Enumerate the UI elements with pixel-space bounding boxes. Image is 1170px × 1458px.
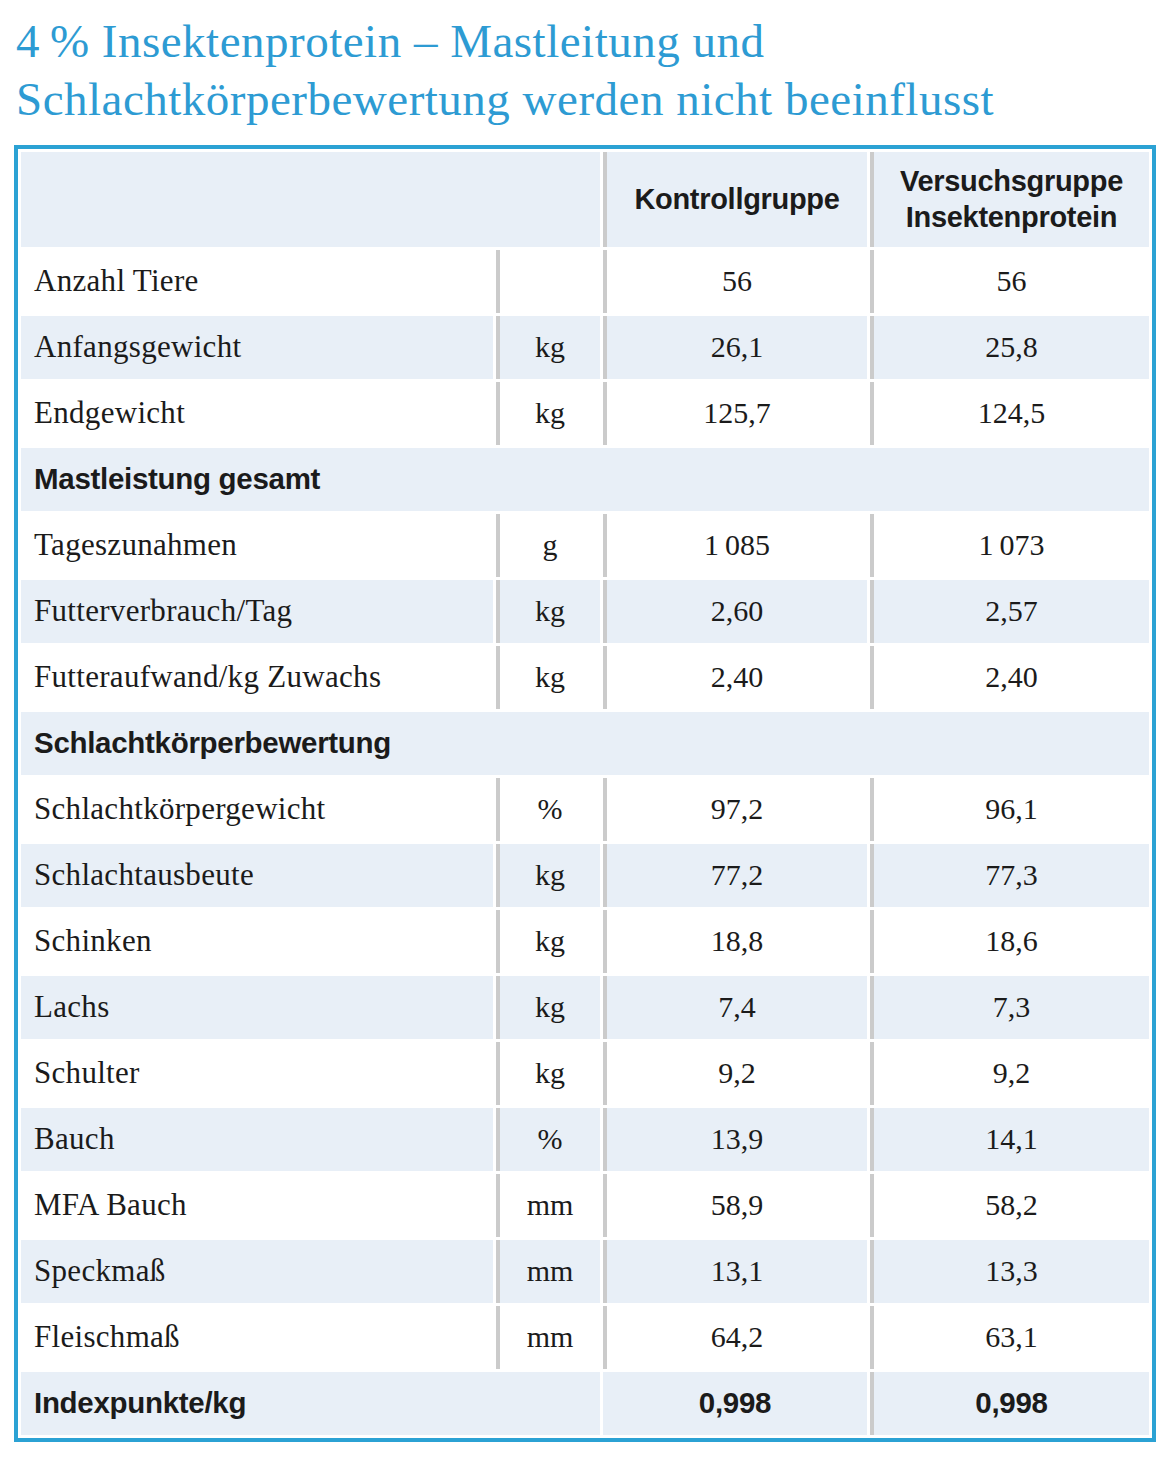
control-value-cell: 9,2 [603, 1042, 867, 1105]
test-value-cell: 7,3 [870, 976, 1149, 1039]
control-value-cell: 0,998 [603, 1372, 867, 1435]
total-row: Indexpunkte/kg0,9980,998 [21, 1372, 1149, 1435]
table-row: Schulterkg9,29,2 [21, 1042, 1149, 1105]
table-row: Schlachtausbeutekg77,277,3 [21, 844, 1149, 907]
test-value-cell: 56 [870, 250, 1149, 313]
test-value-cell: 77,3 [870, 844, 1149, 907]
test-value-cell: 124,5 [870, 382, 1149, 445]
control-value-cell: 2,60 [603, 580, 867, 643]
row-label: Anzahl Tiere [21, 250, 493, 313]
unit-cell: kg [496, 580, 600, 643]
unit-cell: kg [496, 976, 600, 1039]
control-value-cell: 2,40 [603, 646, 867, 709]
control-value-cell: 18,8 [603, 910, 867, 973]
header-empty-cell [21, 152, 600, 247]
table-row: Schlachtkörpergewicht%97,296,1 [21, 778, 1149, 841]
row-label: Lachs [21, 976, 493, 1039]
test-value-cell: 25,8 [870, 316, 1149, 379]
control-value-cell: 125,7 [603, 382, 867, 445]
control-value-cell: 7,4 [603, 976, 867, 1039]
control-value-cell: 26,1 [603, 316, 867, 379]
row-label: Indexpunkte/kg [21, 1372, 600, 1435]
row-label: Futteraufwand/kg Zuwachs [21, 646, 493, 709]
table-row: MFA Bauchmm58,958,2 [21, 1174, 1149, 1237]
control-value-cell: 77,2 [603, 844, 867, 907]
control-value-cell: 64,2 [603, 1306, 867, 1369]
control-value-cell: 97,2 [603, 778, 867, 841]
test-value-cell: 18,6 [870, 910, 1149, 973]
row-label: Tageszunahmen [21, 514, 493, 577]
unit-cell: kg [496, 1042, 600, 1105]
unit-cell: g [496, 514, 600, 577]
table-row: Fleischmaßmm64,263,1 [21, 1306, 1149, 1369]
test-value-cell: 58,2 [870, 1174, 1149, 1237]
row-label: Fleischmaß [21, 1306, 493, 1369]
control-value-cell: 56 [603, 250, 867, 313]
row-label: Schlachtkörpergewicht [21, 778, 493, 841]
table-row: Endgewichtkg125,7124,5 [21, 382, 1149, 445]
section-header-row: Mastleistung gesamt [21, 448, 1149, 511]
unit-cell: mm [496, 1240, 600, 1303]
row-label: Schlachtausbeute [21, 844, 493, 907]
test-value-cell: 63,1 [870, 1306, 1149, 1369]
control-value-cell: 13,9 [603, 1108, 867, 1171]
row-label: Schulter [21, 1042, 493, 1105]
row-label: Anfangsgewicht [21, 316, 493, 379]
table-row: Schinkenkg18,818,6 [21, 910, 1149, 973]
table-row: Futterverbrauch/Tagkg2,602,57 [21, 580, 1149, 643]
row-label: Bauch [21, 1108, 493, 1171]
unit-cell [496, 250, 600, 313]
page-title: 4 % Insektenprotein – Mastleitung und Sc… [16, 12, 1170, 129]
test-value-cell: 2,57 [870, 580, 1149, 643]
table-row: Anfangsgewichtkg26,125,8 [21, 316, 1149, 379]
section-title: Mastleistung gesamt [21, 448, 1149, 511]
page: 4 % Insektenprotein – Mastleitung und Sc… [0, 0, 1170, 1458]
unit-cell: % [496, 778, 600, 841]
section-title: Schlachtkörperbewertung [21, 712, 1149, 775]
unit-cell: mm [496, 1174, 600, 1237]
table-row: Futteraufwand/kg Zuwachskg2,402,40 [21, 646, 1149, 709]
row-label: Endgewicht [21, 382, 493, 445]
unit-cell: kg [496, 910, 600, 973]
row-label: Futterverbrauch/Tag [21, 580, 493, 643]
test-value-cell: 2,40 [870, 646, 1149, 709]
header-control-group: Kontrollgruppe [603, 152, 867, 247]
table-row: Anzahl Tiere 5656 [21, 250, 1149, 313]
table-row: Speckmaßmm13,113,3 [21, 1240, 1149, 1303]
table-row: Bauch%13,914,1 [21, 1108, 1149, 1171]
control-value-cell: 13,1 [603, 1240, 867, 1303]
unit-cell: kg [496, 844, 600, 907]
test-value-cell: 9,2 [870, 1042, 1149, 1105]
row-label: Schinken [21, 910, 493, 973]
test-value-cell: 1 073 [870, 514, 1149, 577]
page-title-line2: Schlachtkörperbewertung werden nicht bee… [16, 70, 1170, 128]
unit-cell: % [496, 1108, 600, 1171]
row-label: Speckmaß [21, 1240, 493, 1303]
table-row: Lachskg7,47,3 [21, 976, 1149, 1039]
table-header-row: Kontrollgruppe Versuchsgruppe Insektenpr… [21, 152, 1149, 247]
header-test-group: Versuchsgruppe Insektenprotein [870, 152, 1149, 247]
test-value-cell: 13,3 [870, 1240, 1149, 1303]
test-value-cell: 0,998 [870, 1372, 1149, 1435]
page-title-line1: 4 % Insektenprotein – Mastleitung und [16, 12, 1170, 70]
control-value-cell: 58,9 [603, 1174, 867, 1237]
test-value-cell: 96,1 [870, 778, 1149, 841]
row-label: MFA Bauch [21, 1174, 493, 1237]
section-header-row: Schlachtkörperbewertung [21, 712, 1149, 775]
test-value-cell: 14,1 [870, 1108, 1149, 1171]
unit-cell: kg [496, 316, 600, 379]
unit-cell: kg [496, 646, 600, 709]
control-value-cell: 1 085 [603, 514, 867, 577]
unit-cell: mm [496, 1306, 600, 1369]
table-row: Tageszunahmeng1 0851 073 [21, 514, 1149, 577]
results-table: Kontrollgruppe Versuchsgruppe Insektenpr… [14, 145, 1156, 1442]
unit-cell: kg [496, 382, 600, 445]
